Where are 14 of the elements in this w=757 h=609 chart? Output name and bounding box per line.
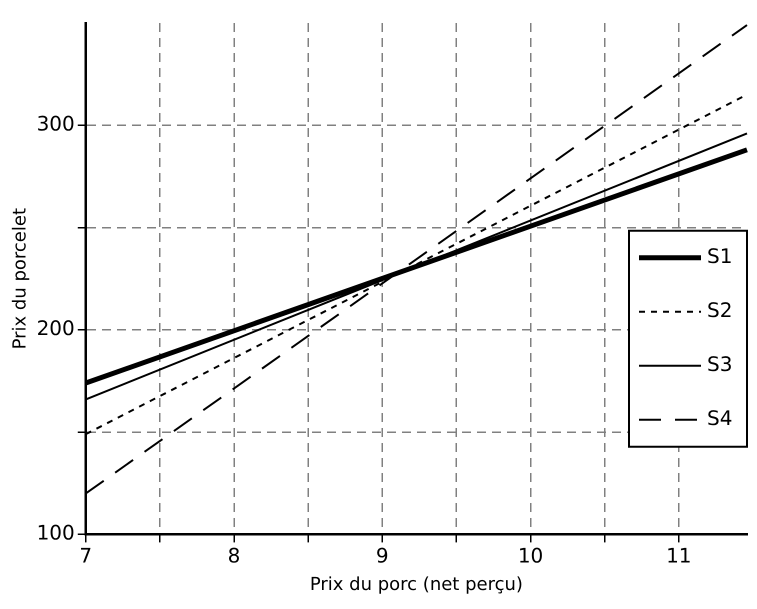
legend-label: S3 [707, 352, 732, 376]
y-tick-label: 100 [36, 520, 75, 545]
y-tick-label: 300 [36, 111, 75, 136]
y-axis-title: Prix du porcelet [9, 208, 30, 350]
x-tick-label: 8 [228, 544, 240, 568]
legend-label: S1 [707, 244, 732, 268]
x-tick-label: 10 [518, 544, 544, 568]
x-tick-label: 9 [376, 544, 389, 568]
legend-label: S2 [707, 298, 732, 322]
x-axis-title: Prix du porc (net perçu) [310, 574, 523, 595]
x-tick-label: 7 [79, 544, 92, 568]
legend-label: S4 [707, 406, 732, 430]
y-tick-label: 200 [36, 316, 75, 340]
x-tick-label: 11 [666, 544, 692, 568]
